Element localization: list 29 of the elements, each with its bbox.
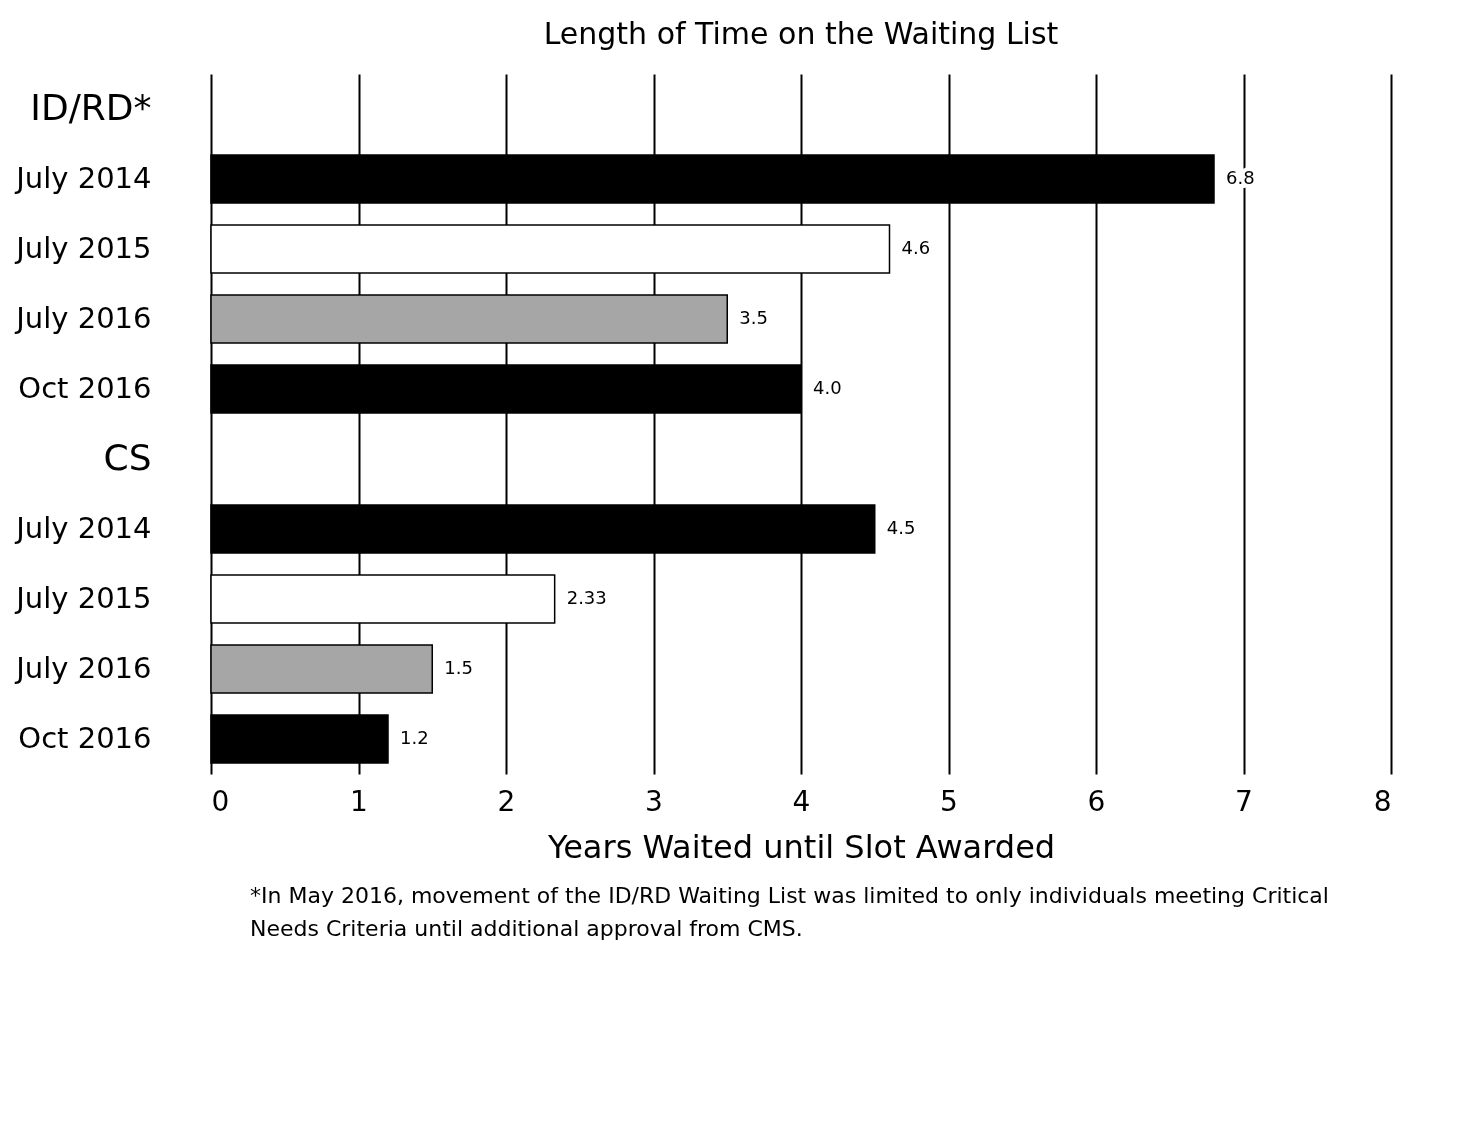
x-tick-label: 5 — [940, 784, 958, 818]
x-tick-label: 2 — [497, 784, 516, 818]
y-tick-label: July 2015 — [14, 231, 152, 265]
x-tick-label: 8 — [1373, 784, 1392, 818]
data-label: 4.0 — [813, 377, 842, 398]
y-tick-label: July 2016 — [14, 651, 152, 685]
y-tick-label: July 2016 — [14, 301, 152, 335]
chart-title: Length of Time on the Waiting List — [543, 16, 1059, 51]
x-tick-label: 1 — [350, 784, 368, 818]
y-tick-label: CS — [103, 437, 152, 478]
y-tick-label: ID/RD* — [30, 87, 152, 128]
x-tick-label: 4 — [792, 784, 811, 818]
data-label: 2.33 — [566, 587, 607, 608]
y-tick-label: Oct 2016 — [18, 371, 152, 405]
text: *In May 2016, movement of the ID/RD Waiting List was limited to only individuals meeting Critical Needs Criteria until additional approval from CMS. — [250, 882, 1330, 943]
data-label: 1.2 — [400, 727, 429, 748]
data-label: 4.5 — [886, 517, 916, 538]
data-label: 3.5 — [739, 307, 768, 328]
data-label: 4.6 — [901, 237, 931, 258]
y-tick-label: July 2014 — [14, 161, 152, 195]
x-tick-label: 0 — [211, 784, 230, 818]
data-label: 1.5 — [444, 657, 473, 678]
x-tick-label: 7 — [1235, 784, 1253, 818]
y-tick-label: Oct 2016 — [18, 721, 152, 755]
x-tick-label: 6 — [1087, 784, 1106, 818]
x-tick-label: 3 — [645, 784, 663, 818]
y-tick-label: July 2014 — [14, 511, 152, 545]
x-axis-title: Years Waited until Slot Awarded — [546, 827, 1056, 866]
y-tick-label: July 2015 — [14, 581, 152, 615]
